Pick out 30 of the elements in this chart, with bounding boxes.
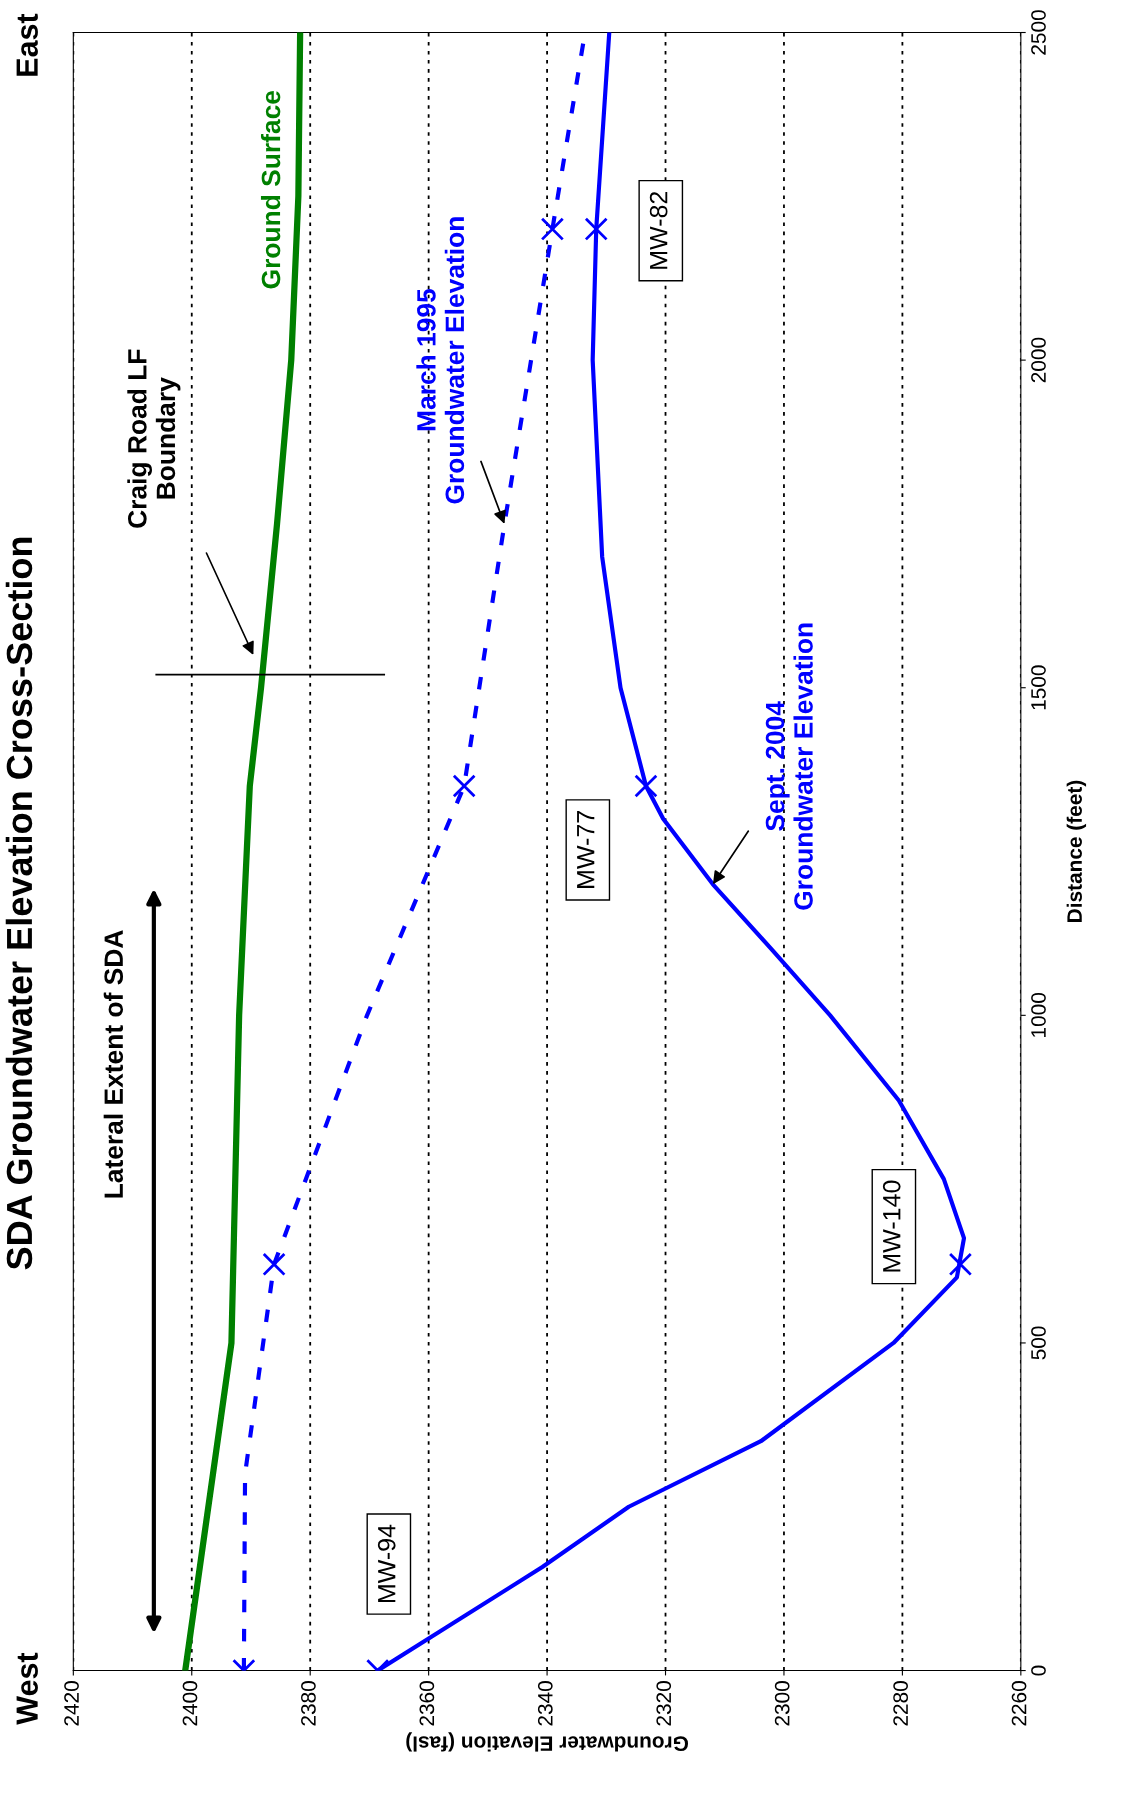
annotation: MW-140 xyxy=(882,1180,901,1272)
text: West xyxy=(16,1652,38,1725)
x-tick-label: 2380 xyxy=(301,1681,316,1726)
text: Ground Surface xyxy=(260,90,281,289)
x-axis-title: Groundwater Elevation (fasl) xyxy=(406,1732,689,1752)
text: Sept. 2004 Groundwater Elevation xyxy=(765,623,813,910)
y-tick-label: 1000 xyxy=(1031,992,1046,1037)
y-axis-title: Distance (feet) xyxy=(1066,780,1087,922)
x-tick-label: 2360 xyxy=(419,1681,435,1726)
y-tick-label: 2500 xyxy=(1031,10,1046,55)
x-tick-label: 2280 xyxy=(893,1681,908,1726)
x-tick-label: 2260 xyxy=(1011,1681,1027,1726)
point xyxy=(948,1252,973,1277)
text: East xyxy=(16,13,38,76)
annotation: MW-77 xyxy=(577,811,595,888)
y-tick-label: 0 xyxy=(1031,1665,1046,1676)
x-tick-label: 2340 xyxy=(537,1681,553,1726)
x-tick-label: 2300 xyxy=(774,1681,790,1726)
x-tick-label: 2320 xyxy=(656,1681,672,1726)
x-tick-label: 2420 xyxy=(64,1681,79,1726)
annotation: MW-94 xyxy=(377,1524,396,1603)
text: SDA Groundwater Elevation Cross-Section xyxy=(5,537,33,1270)
y-tick-label: 2000 xyxy=(1031,337,1046,383)
x-tick-label: 2400 xyxy=(182,1681,198,1726)
annotation: Lateral Extent of SDA xyxy=(103,930,124,1198)
y-tick-label: 1500 xyxy=(1031,665,1046,710)
y-tick-label: 500 xyxy=(1031,1326,1046,1360)
annotation: MW-82 xyxy=(649,191,668,269)
annotation: Craig Road LF Boundary xyxy=(127,349,181,528)
text: March 1995 Groundwater Elevation xyxy=(416,217,465,504)
